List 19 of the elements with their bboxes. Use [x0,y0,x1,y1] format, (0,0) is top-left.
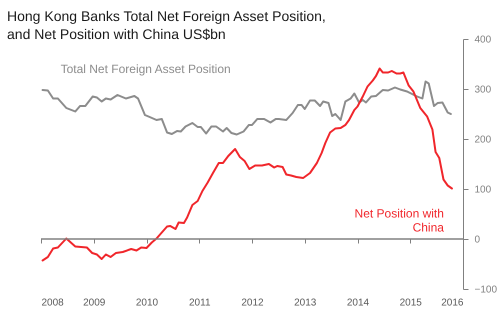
series-label: Total Net Foreign Asset Position [60,62,231,76]
x-tick-label: 2016 [441,298,464,308]
line-series [42,80,452,136]
x-tick-label: 2011 [188,298,211,308]
series-label: Net Position with China [354,206,444,234]
y-tick-label: 0 [474,234,480,246]
x-tick-label: 2009 [83,298,106,308]
x-tick-label: 2014 [346,298,370,308]
chart-title: Hong Kong Banks Total Net Foreign Asset Position, and Net Position with China US$bn [7,8,326,42]
y-tick-label: 400 [474,34,492,46]
y-tick-label: 300 [474,84,492,96]
x-tick-label: 2013 [294,298,317,308]
y-tick-label: 200 [474,134,492,146]
x-tick-label: 2010 [136,298,159,308]
y-tick-label: 100 [474,184,492,196]
y-tick-label: −100 [474,284,498,296]
x-tick-label: 2008 [42,298,64,308]
x-tick-label: 2012 [241,298,264,308]
x-tick-label: 2015 [400,298,422,308]
